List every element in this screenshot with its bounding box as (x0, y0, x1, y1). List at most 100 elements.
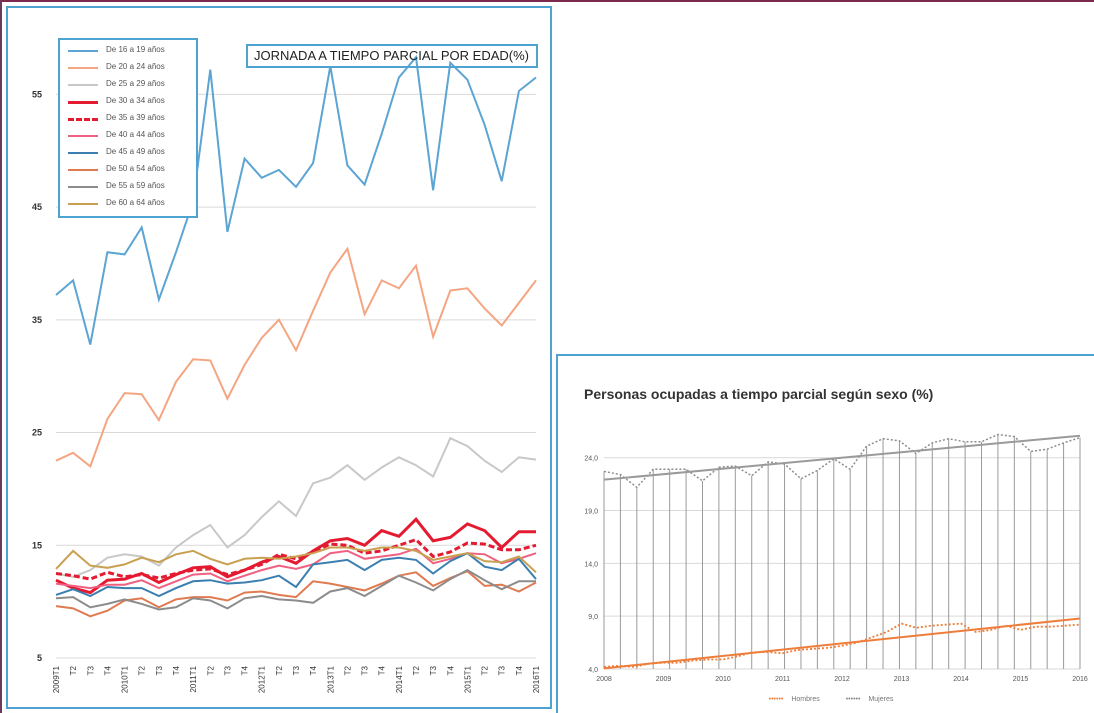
x-tick-label: T4 (515, 665, 524, 675)
series-line (55, 546, 537, 574)
y-tick-label: 14,0 (584, 561, 598, 568)
y-tick-label: 24,0 (584, 456, 598, 463)
legend-item: De 55 a 59 años (68, 180, 198, 194)
x-tick-label: 2012T1 (258, 665, 267, 693)
age-chart-panel: 5 15 25 35 45 55 2009T1 T2 T3 T4 2010T1 T2 T3 T4 2011T… (6, 6, 552, 709)
legend-swatch (68, 67, 98, 69)
x-tick-label: T2 (343, 665, 352, 675)
x-tick-label: 2009 (656, 676, 672, 683)
x-tick-label: 2014 (953, 676, 969, 683)
x-tick-label: T3 (498, 665, 507, 675)
trendline-mujeres (603, 434, 1081, 481)
x-tick-label: 2015T1 (463, 665, 472, 693)
x-tick-label: T4 (309, 665, 318, 675)
x-tick-label: T3 (429, 665, 438, 675)
legend-swatch (68, 203, 98, 205)
x-tick-label: T3 (155, 665, 164, 675)
y-tick-label: 15 (32, 540, 42, 550)
legend-swatch (68, 50, 98, 52)
y-tick-label: 25 (32, 428, 42, 438)
x-tick-label: 2008 (596, 676, 612, 683)
x-tick-label: T4 (446, 665, 455, 675)
x-tick-label: T2 (206, 665, 215, 675)
legend-item: De 25 a 29 años (68, 78, 198, 92)
y-tick-label: 35 (32, 315, 42, 325)
x-tick-label: 2011 (775, 676, 790, 683)
x-tick-label: T3 (361, 665, 370, 675)
series-line (55, 54, 537, 345)
x-tick-label: 2015 (1013, 676, 1029, 683)
series-line (55, 537, 537, 581)
x-tick-label: T3 (292, 665, 301, 675)
y-tick-label: 45 (32, 202, 42, 212)
x-tick-label: 2012 (834, 676, 850, 683)
legend-item: De 60 a 64 años (68, 197, 198, 211)
x-tick-label: 2010 (715, 676, 731, 683)
series-line (55, 568, 536, 611)
x-tick-label: T2 (412, 665, 421, 675)
chart-title: Personas ocupadas a tiempo parcial según… (584, 386, 934, 402)
legend-item: De 40 a 44 años (68, 129, 198, 143)
trendline-hombres (603, 617, 1081, 670)
x-tick-label: 2010T1 (121, 665, 130, 693)
legend-item: De 45 a 49 años (68, 146, 198, 160)
legend-item: De 35 a 39 años (68, 112, 198, 126)
series-line (55, 246, 537, 469)
x-tick-label: 2013 (894, 676, 910, 683)
x-tick-label: 2016 (1072, 676, 1088, 683)
y-tick-label: 5 (37, 653, 42, 663)
x-tick-label: 2016T1 (532, 665, 541, 693)
age-line-chart: 5 15 25 35 45 55 2009T1 T2 T3 T4 2010T1 T2 T3 T4 2011T… (32, 54, 541, 693)
legend-label: De 50 a 54 años (106, 164, 165, 173)
x-tick-label: T2 (69, 665, 78, 675)
x-tick-label: T3 (86, 665, 95, 675)
series-line (55, 436, 537, 578)
legend-label: De 20 a 24 años (106, 62, 165, 71)
top-border-line (0, 0, 1094, 2)
series-line (55, 547, 537, 590)
x-tick-label: 2013T1 (326, 665, 335, 693)
legend-label: De 16 a 19 años (106, 45, 165, 54)
x-tick-label: 2014T1 (395, 665, 404, 693)
legend-label: De 60 a 64 años (106, 198, 165, 207)
series-line (55, 552, 537, 598)
legend-swatch (68, 152, 98, 154)
legend-swatch (68, 135, 98, 137)
legend-swatch (68, 186, 98, 188)
x-tick-label: T4 (103, 665, 112, 675)
legend-swatch (68, 118, 98, 121)
y-tick-label: 4,0 (588, 667, 598, 674)
legend-item: De 50 a 54 años (68, 163, 198, 177)
legend-label: De 40 a 44 años (106, 130, 165, 139)
sex-chart-panel: 4,0 9,0 14,0 19,0 24,0 2008 2009 2010 2011 2012 20… (556, 354, 1094, 713)
y-tick-label: 19,0 (584, 509, 598, 516)
x-tick-label: T4 (378, 665, 387, 675)
x-tick-label: T2 (138, 665, 147, 675)
legend-item: De 30 a 34 años (68, 95, 198, 109)
x-tick-label: 2009T1 (52, 665, 61, 693)
x-tick-label: T4 (241, 665, 250, 675)
series-line-mujeres (603, 433, 1081, 489)
legend-item: De 20 a 24 años (68, 61, 198, 75)
legend-item-mujeres: •••••• Mujeres (845, 696, 894, 703)
sex-line-chart: 4,0 9,0 14,0 19,0 24,0 2008 2009 2010 2011 2012 20… (584, 433, 1088, 683)
x-tick-label: T3 (223, 665, 232, 675)
y-tick-label: 55 (32, 89, 42, 99)
chart-legend: De 16 a 19 años De 20 a 24 años De 25 a 29… (58, 38, 198, 218)
legend-label: De 25 a 29 años (106, 79, 165, 88)
legend-label: De 30 a 34 años (106, 96, 165, 105)
legend-label: De 35 a 39 años (106, 113, 165, 122)
legend-item: De 16 a 19 años (68, 44, 198, 58)
legend-swatch (68, 84, 98, 86)
x-tick-label: T2 (275, 665, 284, 675)
legend-label: De 55 a 59 años (106, 181, 165, 190)
legend-label: De 45 a 49 años (106, 147, 165, 156)
legend-swatch (68, 169, 98, 171)
left-border-line (0, 0, 2, 713)
x-tick-label: T4 (172, 665, 181, 675)
x-tick-label: T2 (481, 665, 490, 675)
series-line-hombres (603, 622, 1081, 668)
y-tick-label: 9,0 (588, 614, 598, 621)
chart-legend: •••••• Hombres •••••• Mujeres (558, 696, 1094, 703)
legend-swatch (68, 101, 98, 104)
